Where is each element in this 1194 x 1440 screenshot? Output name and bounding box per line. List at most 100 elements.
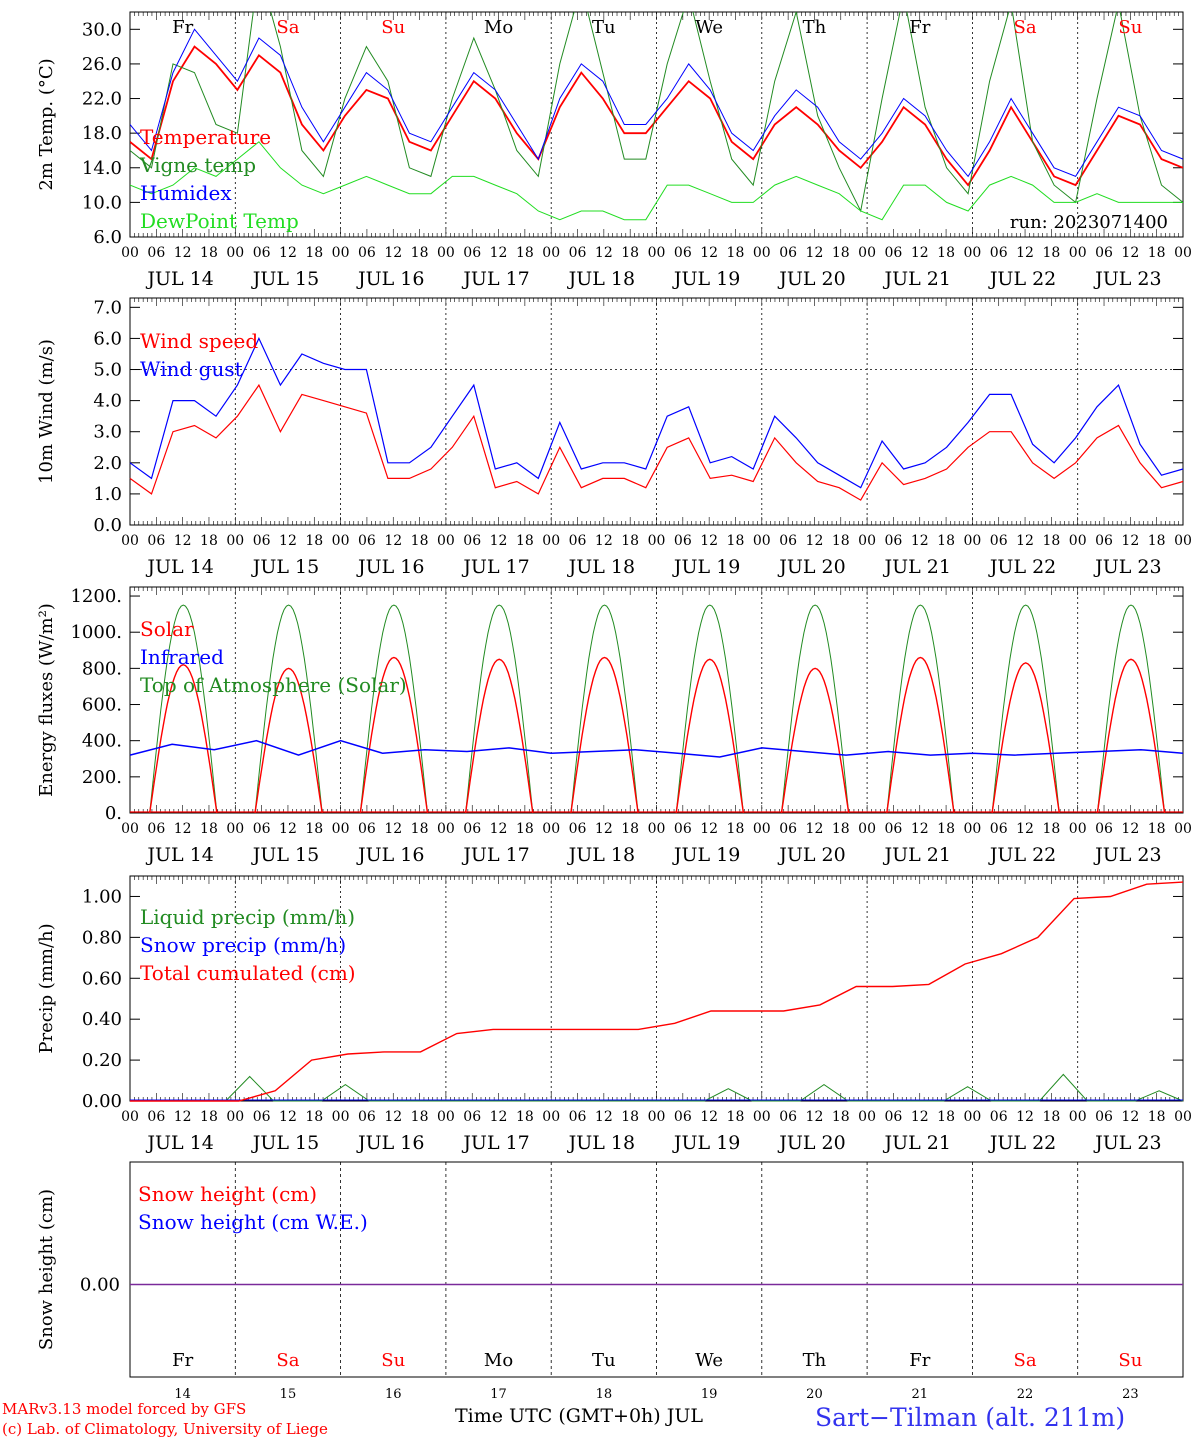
date-label: JUL 17 (461, 1132, 529, 1154)
panel-frame (129, 297, 1184, 526)
series-toa-solar (991, 604, 1060, 814)
series-total-cumulated (130, 881, 1184, 1102)
series-toa-solar (886, 604, 955, 814)
series-solar (254, 667, 323, 814)
hour-label: 00 (332, 821, 350, 837)
hour-label: 00 (542, 821, 560, 837)
panel-energy: 1200. 1000. 800. 600. 400. 200. 0. Energy fluxe… (36, 586, 1192, 866)
legend-entry: Infrared (140, 645, 224, 669)
hour-label: 18 (727, 245, 745, 261)
hour-label: 06 (358, 821, 376, 837)
hour-label: 18 (1042, 533, 1060, 549)
hour-label: 18 (832, 821, 850, 837)
hour-label: 12 (174, 1109, 192, 1125)
hour-label: 06 (779, 533, 797, 549)
y-tick-label: 18.0 (82, 123, 122, 144)
hour-label: 18 (200, 533, 218, 549)
hour-label: 12 (384, 533, 402, 549)
legend-entry: Total cumulated (cm) (140, 961, 356, 985)
series-toa-solar (465, 604, 534, 814)
y-tick-label: 4.0 (93, 391, 122, 412)
hour-label: 12 (490, 533, 508, 549)
date-label: JUL 20 (777, 844, 845, 866)
y-tick-label: 0. (105, 803, 122, 824)
hour-label: 00 (1069, 533, 1087, 549)
hour-label: 18 (1148, 245, 1166, 261)
day-abbrev: Su (381, 1350, 405, 1371)
hour-label: 18 (937, 1109, 955, 1125)
hour-label: 06 (990, 245, 1008, 261)
hour-label: 00 (1174, 245, 1192, 261)
series-wind-gust (129, 336, 1184, 489)
legend-entry: Snow precip (mm/h) (140, 933, 346, 957)
day-abbrev: Mo (484, 17, 513, 38)
date-label: JUL 23 (1093, 844, 1161, 866)
hour-label: 06 (674, 1109, 692, 1125)
hour-label: 18 (1148, 533, 1166, 549)
date-label: JUL 17 (461, 268, 529, 290)
hour-label: 12 (490, 245, 508, 261)
hour-label: 00 (437, 245, 455, 261)
hour-label: 06 (147, 1109, 165, 1125)
day-abbrev: Sa (1014, 17, 1037, 38)
day-abbrev: Tu (592, 1350, 616, 1371)
hour-label: 06 (147, 821, 165, 837)
lab-credit: (c) Lab. of Climatology, University of L… (2, 1420, 328, 1438)
hour-label: 00 (121, 821, 139, 837)
date-label: JUL 21 (883, 556, 951, 578)
series-toa-solar (1096, 604, 1166, 814)
hour-label: 06 (358, 1109, 376, 1125)
date-label: JUL 14 (145, 556, 213, 578)
y-tick-label: 0.0 (93, 515, 122, 536)
hour-label: 12 (1121, 533, 1139, 549)
hour-label: 00 (648, 821, 666, 837)
date-label: JUL 20 (777, 268, 845, 290)
hour-label: 00 (963, 533, 981, 549)
date-label: JUL 21 (883, 1132, 951, 1154)
hour-label: 00 (226, 821, 244, 837)
hour-label: 06 (569, 245, 587, 261)
hour-label: 18 (1042, 1109, 1060, 1125)
hour-label: 06 (779, 821, 797, 837)
hour-label: 00 (437, 821, 455, 837)
day-abbrev: Tu (592, 17, 616, 38)
hour-label: 00 (648, 245, 666, 261)
hour-label: 12 (1121, 245, 1139, 261)
hour-label: 06 (147, 245, 165, 261)
y-tick-label: 0.40 (82, 1009, 122, 1030)
hour-label: 06 (569, 1109, 587, 1125)
hour-label: 00 (121, 533, 139, 549)
y-tick-label: 1000. (70, 622, 122, 643)
hour-label: 12 (279, 1109, 297, 1125)
hour-label: 18 (516, 1109, 534, 1125)
day-abbrev: Mo (484, 1350, 513, 1371)
hour-label: 12 (806, 1109, 824, 1125)
date-label: JUL 14 (145, 1132, 213, 1154)
date-label: JUL 20 (777, 556, 845, 578)
hour-label: 12 (490, 821, 508, 837)
hour-label: 00 (332, 245, 350, 261)
day-number: 14 (174, 1387, 191, 1402)
hour-label: 00 (648, 1109, 666, 1125)
panel-temp: 30.0 26.0 22.0 18.0 14.0 10.0 6.0 2m Temp. (°C)… (36, 11, 1192, 290)
day-abbrev: Su (1118, 17, 1142, 38)
hour-label: 18 (305, 1109, 323, 1125)
hour-label: 18 (621, 533, 639, 549)
day-number: 17 (490, 1387, 507, 1402)
hour-label: 06 (463, 1109, 481, 1125)
day-number: 15 (280, 1387, 297, 1402)
series-solar (570, 656, 639, 814)
day-abbrev: Su (381, 17, 405, 38)
hour-label: 00 (753, 533, 771, 549)
y-tick-label: 800. (82, 658, 122, 679)
date-label: JUL 14 (145, 844, 213, 866)
hour-label: 06 (253, 533, 271, 549)
hour-label: 00 (963, 821, 981, 837)
hour-label: 12 (1121, 1109, 1139, 1125)
day-abbrev: Fr (172, 17, 193, 38)
date-label: JUL 14 (145, 268, 213, 290)
series-solar (1096, 658, 1166, 814)
hour-label: 06 (358, 533, 376, 549)
hour-label: 06 (1095, 821, 1113, 837)
hour-label: 12 (595, 821, 613, 837)
